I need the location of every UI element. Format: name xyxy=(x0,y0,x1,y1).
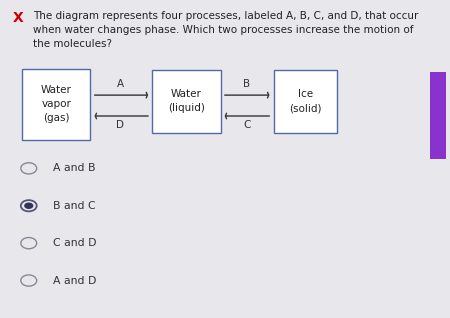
Text: C: C xyxy=(243,120,250,130)
Text: B and C: B and C xyxy=(53,201,96,211)
Text: C and D: C and D xyxy=(53,238,96,248)
FancyBboxPatch shape xyxy=(22,69,90,140)
FancyBboxPatch shape xyxy=(152,70,220,133)
Text: B: B xyxy=(243,79,250,89)
FancyBboxPatch shape xyxy=(274,70,338,133)
Text: Water
vapor
(gas): Water vapor (gas) xyxy=(41,86,72,123)
Text: A and D: A and D xyxy=(53,275,96,286)
Text: X: X xyxy=(13,11,23,25)
Text: A and B: A and B xyxy=(53,163,95,173)
Text: Ice
(solid): Ice (solid) xyxy=(289,89,322,113)
Circle shape xyxy=(24,203,33,209)
Text: A: A xyxy=(117,79,124,89)
Text: The diagram represents four processes, labeled A, B, C, and D, that occur
when w: The diagram represents four processes, l… xyxy=(33,11,419,49)
Text: Water
(liquid): Water (liquid) xyxy=(168,89,205,113)
Text: D: D xyxy=(117,120,125,130)
FancyBboxPatch shape xyxy=(430,72,446,159)
